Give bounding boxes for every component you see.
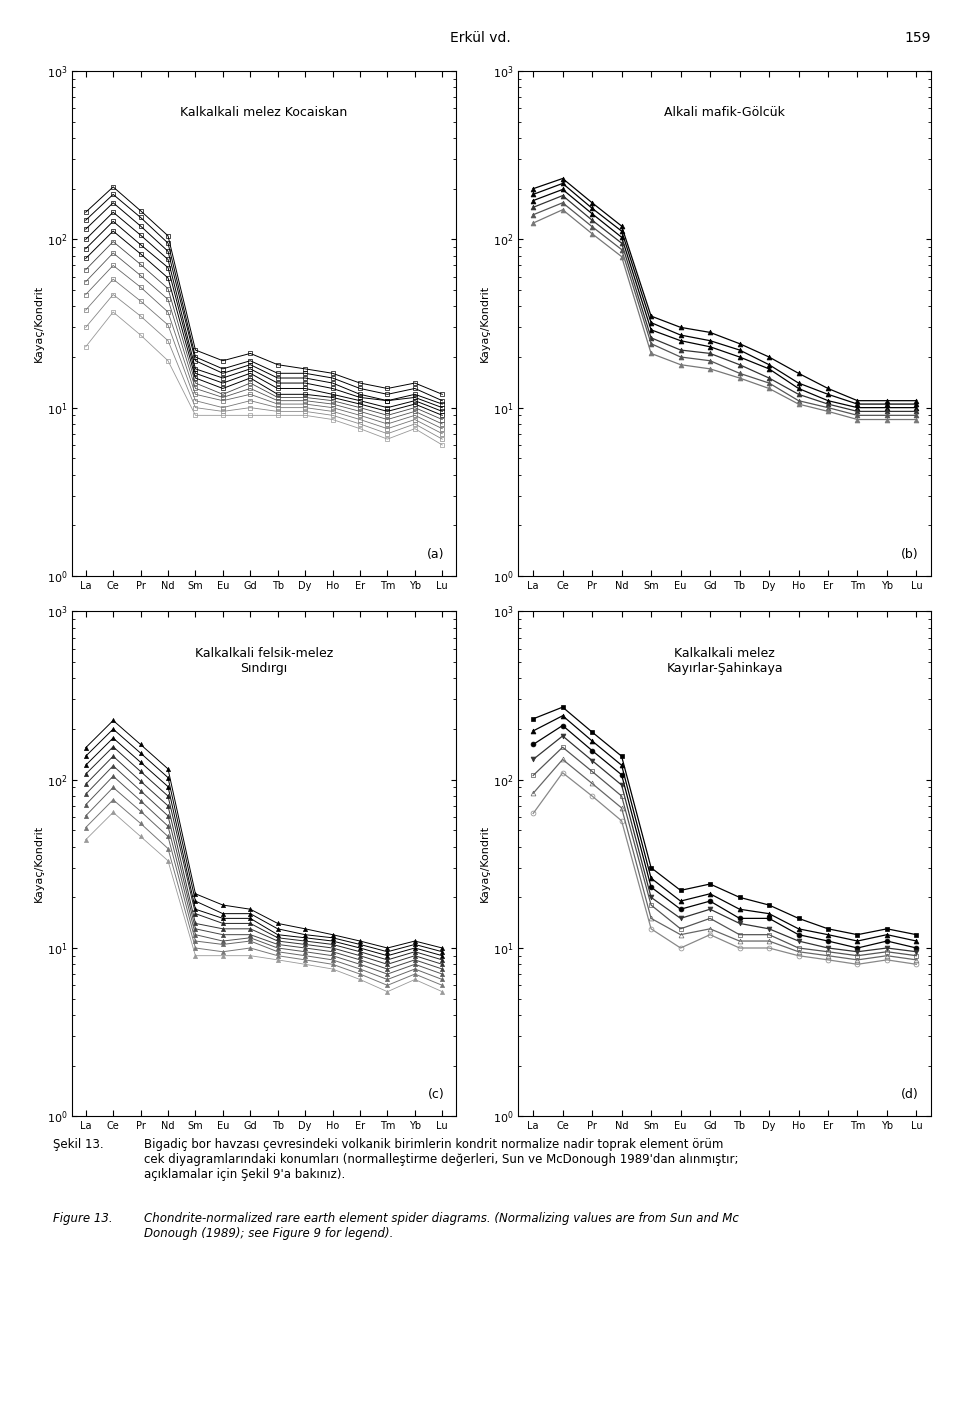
Text: (c): (c) bbox=[428, 1088, 444, 1101]
Text: Chondrite-normalized rare earth element spider diagrams. (Normalizing values are: Chondrite-normalized rare earth element … bbox=[144, 1212, 739, 1240]
Text: Erkül vd.: Erkül vd. bbox=[449, 31, 511, 46]
Text: Bigadiç bor havzası çevresindeki volkanik birimlerin kondrit normalize nadir top: Bigadiç bor havzası çevresindeki volkani… bbox=[144, 1138, 738, 1180]
Text: Alkali mafik-Gölcük: Alkali mafik-Gölcük bbox=[664, 107, 785, 119]
Text: Figure 13.: Figure 13. bbox=[53, 1212, 112, 1224]
Y-axis label: Kayaç/Kondrit: Kayaç/Kondrit bbox=[480, 284, 491, 363]
Text: Şekil 13.: Şekil 13. bbox=[53, 1138, 104, 1150]
Y-axis label: Kayaç/Kondrit: Kayaç/Kondrit bbox=[34, 284, 44, 363]
Text: Kalkalkali felsik-melez
Sındırgı: Kalkalkali felsik-melez Sındırgı bbox=[195, 647, 333, 675]
Y-axis label: Kayaç/Kondrit: Kayaç/Kondrit bbox=[480, 825, 491, 903]
Text: (a): (a) bbox=[427, 547, 444, 560]
Text: Kalkalkali melez Kocaiskan: Kalkalkali melez Kocaiskan bbox=[180, 107, 348, 119]
Text: 159: 159 bbox=[904, 31, 931, 46]
Text: (b): (b) bbox=[901, 547, 919, 560]
Text: (d): (d) bbox=[901, 1088, 919, 1101]
Text: Kalkalkali melez
Kayırlar-Şahinkaya: Kalkalkali melez Kayırlar-Şahinkaya bbox=[666, 647, 783, 675]
Y-axis label: Kayaç/Kondrit: Kayaç/Kondrit bbox=[34, 825, 44, 903]
